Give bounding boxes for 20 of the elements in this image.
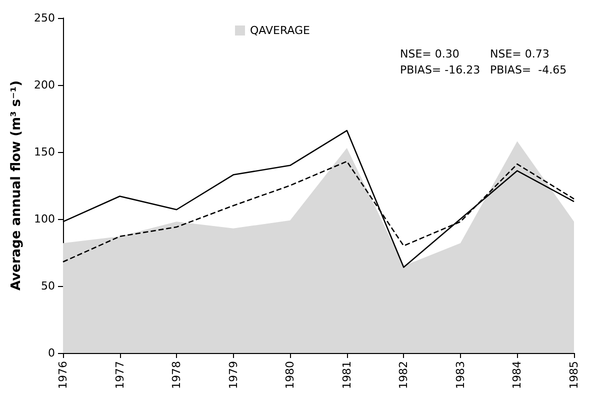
x-tick-label: 1977 — [113, 361, 126, 389]
x-tick-label: 1982 — [397, 361, 410, 389]
y-tick-label: 150 — [34, 146, 55, 158]
legend-label: QAVERAGE — [250, 24, 310, 37]
y-tick-label: 200 — [34, 78, 55, 92]
x-tick-label: 1976 — [56, 361, 70, 389]
y-tick-label: 0 — [48, 346, 55, 360]
x-tick-label: 1985 — [568, 361, 580, 389]
annotation: NSE= 0.73 PBIAS= -4.65 — [490, 48, 567, 76]
y-tick-label: 100 — [34, 212, 55, 226]
x-tick-label: 1984 — [510, 361, 524, 389]
x-tick-label: 1981 — [340, 361, 354, 389]
x-tick-label: 1983 — [454, 361, 467, 389]
y-tick-label: 250 — [34, 12, 55, 24]
y-tick-label: 50 — [41, 280, 55, 292]
x-tick-label: 1978 — [170, 361, 184, 389]
y-axis-title: Average annual flow (m³ s⁻¹) — [9, 80, 24, 291]
annotation: NSE= 0.30 PBIAS= -16.23 — [400, 48, 480, 76]
x-tick-label: 1980 — [284, 361, 297, 389]
x-tick-label: 1979 — [226, 361, 240, 389]
